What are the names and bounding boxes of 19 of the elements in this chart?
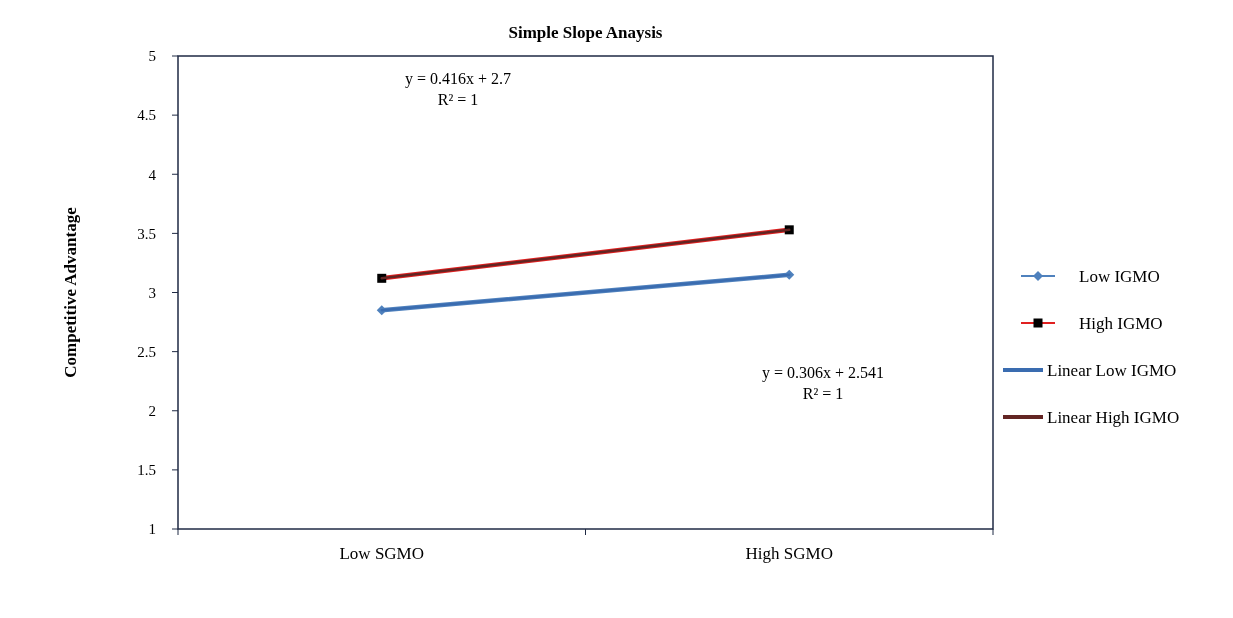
legend-label: Linear High IGMO: [1047, 407, 1180, 427]
x-tick-label: High SGMO: [745, 544, 833, 563]
y-axis-title: Competitive Advantage: [61, 206, 80, 378]
annotation: y = 0.416x + 2.7 R² = 1: [404, 70, 512, 108]
legend-label: Linear Low IGMO: [1047, 360, 1177, 380]
y-tick-label: 4: [148, 166, 157, 183]
chart-title: Simple Slope Anaysis: [508, 23, 663, 42]
annotation: y = 0.306x + 2.541 R² = 1: [761, 364, 885, 402]
legend-label: High IGMO: [1079, 313, 1163, 333]
legend-label: Low IGMO: [1079, 266, 1160, 286]
y-tick-label: 3.5: [137, 225, 156, 242]
y-tick-label: 1: [148, 521, 156, 538]
y-tick-label: 1.5: [137, 462, 156, 479]
y-tick-label: 2: [148, 403, 156, 419]
y-tick-label: 3: [148, 284, 156, 301]
y-tick-label: 5: [148, 48, 156, 65]
y-tick-label: 4.5: [137, 107, 156, 124]
x-tick-label: Low SGMO: [339, 544, 425, 563]
y-tick-label: 2.5: [137, 343, 156, 360]
